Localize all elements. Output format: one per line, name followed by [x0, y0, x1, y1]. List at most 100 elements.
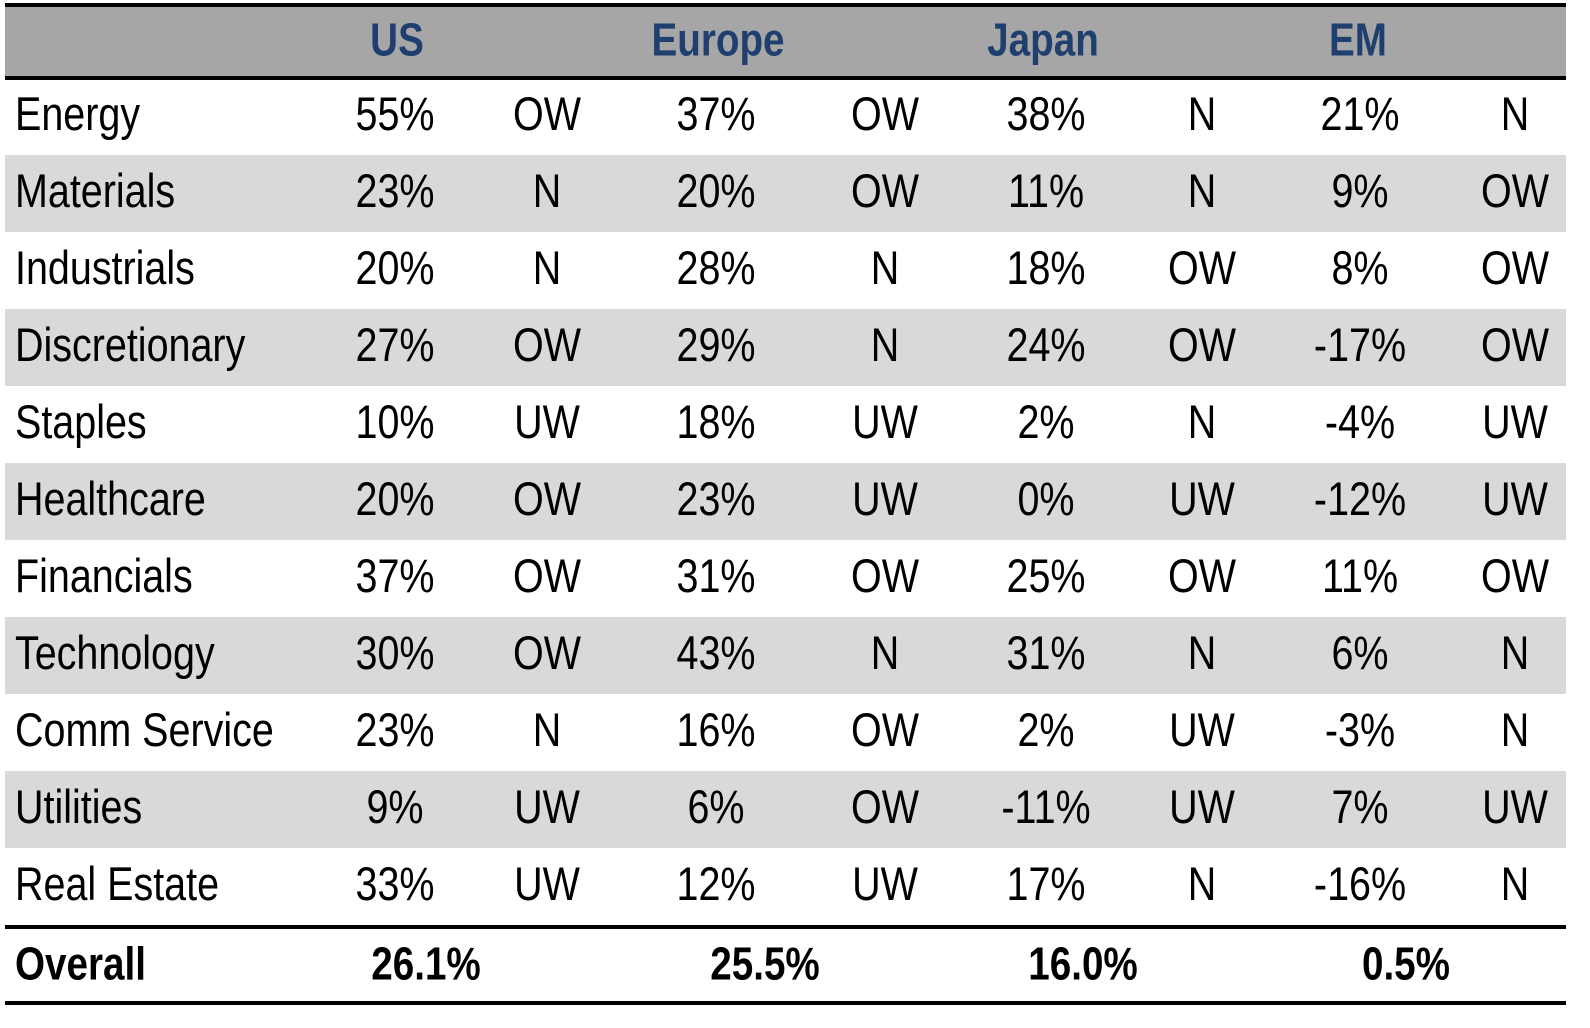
- percent: -4%: [1325, 397, 1395, 449]
- rating: N: [871, 628, 900, 680]
- percent: 37%: [676, 89, 755, 141]
- rating-cell: OW: [513, 89, 581, 141]
- percent: 23%: [355, 166, 434, 218]
- rating-cell: N: [1501, 89, 1530, 141]
- percent: 18%: [1006, 243, 1085, 295]
- rating: OW: [851, 89, 919, 141]
- percent-cell: 33%: [355, 859, 434, 911]
- percent: 29%: [676, 320, 755, 372]
- rating-cell: N: [1188, 89, 1217, 141]
- percent: 28%: [676, 243, 755, 295]
- rating: N: [871, 320, 900, 372]
- percent: 2%: [1017, 705, 1074, 757]
- sector-label-cell: Financials: [15, 551, 193, 603]
- percent: 6%: [687, 782, 744, 834]
- rating: OW: [1481, 320, 1549, 372]
- sector-label: Energy: [15, 89, 140, 141]
- percent-cell: 11%: [1322, 551, 1398, 603]
- header-label: US: [370, 14, 424, 65]
- percent-cell: 18%: [676, 397, 755, 449]
- percent: 17%: [1006, 859, 1085, 911]
- sector-label-cell: Energy: [15, 89, 140, 141]
- rating-cell: N: [871, 243, 900, 295]
- overall-value: 0.5%: [1362, 938, 1450, 989]
- rating-cell: OW: [1168, 320, 1236, 372]
- sector-clip: Staples: [15, 397, 147, 449]
- percent-cell: 0%: [1017, 474, 1074, 526]
- percent: 8%: [1331, 243, 1388, 295]
- rating: OW: [1168, 320, 1236, 372]
- rating: OW: [513, 474, 581, 526]
- sector-label-cell: Utilities: [15, 782, 142, 834]
- sector-clip: Utilities: [15, 782, 142, 834]
- rating: UW: [852, 859, 918, 911]
- rating: OW: [1168, 551, 1236, 603]
- percent-cell: 7%: [1331, 782, 1388, 834]
- rating-cell: UW: [514, 782, 580, 834]
- header-label-cell: Japan: [987, 14, 1099, 65]
- percent-cell: 28%: [676, 243, 755, 295]
- percent-cell: 2%: [1017, 705, 1074, 757]
- sector-clip: Materials: [15, 166, 175, 218]
- percent: -12%: [1314, 474, 1406, 526]
- percent-cell: -16%: [1314, 859, 1406, 911]
- rating: UW: [852, 474, 918, 526]
- rating-cell: UW: [514, 397, 580, 449]
- percent: 0%: [1017, 474, 1074, 526]
- header-label-cell: EM: [1329, 14, 1387, 65]
- rating-cell: OW: [513, 320, 581, 372]
- rating-cell: UW: [852, 474, 918, 526]
- percent: 16%: [676, 705, 755, 757]
- percent-cell: -3%: [1325, 705, 1395, 757]
- rating-cell: N: [533, 243, 562, 295]
- rating-cell: UW: [852, 859, 918, 911]
- overall-value: 26.1%: [371, 938, 481, 989]
- rating-cell: UW: [1169, 474, 1235, 526]
- percent-cell: 18%: [1006, 243, 1085, 295]
- sector-label-cell: Industrials: [15, 243, 195, 295]
- percent-cell: 31%: [1006, 628, 1085, 680]
- percent-cell: 37%: [355, 551, 434, 603]
- rating: N: [1501, 628, 1530, 680]
- rating-cell: N: [1188, 628, 1217, 680]
- header-label: EM: [1329, 14, 1387, 65]
- rating: N: [1188, 397, 1217, 449]
- rating: UW: [1169, 474, 1235, 526]
- percent-cell: -4%: [1325, 397, 1395, 449]
- overall-value-cell: 26.1%: [371, 938, 481, 989]
- percent: 20%: [355, 243, 434, 295]
- sector-label-cell: Discretionary: [15, 320, 246, 372]
- rating-cell: N: [1501, 859, 1530, 911]
- percent-cell: 37%: [676, 89, 755, 141]
- rating: OW: [851, 551, 919, 603]
- percent-cell: 2%: [1017, 397, 1074, 449]
- header-label: Japan: [987, 14, 1099, 65]
- rating: UW: [1169, 705, 1235, 757]
- rating-cell: OW: [1481, 243, 1549, 295]
- overall-label-cell: Overall: [15, 938, 146, 989]
- percent-cell: 23%: [676, 474, 755, 526]
- rating: OW: [1481, 166, 1549, 218]
- sector-label: Comm Service: [15, 705, 274, 757]
- percent-cell: 11%: [1008, 166, 1084, 218]
- rating-cell: OW: [1481, 320, 1549, 372]
- sector-label-cell: Staples: [15, 397, 147, 449]
- sector-clip: Comm Service: [15, 705, 274, 757]
- percent: 37%: [355, 551, 434, 603]
- percent-cell: 43%: [676, 628, 755, 680]
- percent: 25%: [1006, 551, 1085, 603]
- rating: UW: [1169, 782, 1235, 834]
- rating-cell: N: [871, 320, 900, 372]
- rating: UW: [514, 397, 580, 449]
- rating: OW: [851, 782, 919, 834]
- percent-cell: 29%: [676, 320, 755, 372]
- rating-cell: UW: [1482, 397, 1548, 449]
- rating: OW: [513, 551, 581, 603]
- rating: N: [1188, 166, 1217, 218]
- rating: UW: [1482, 474, 1548, 526]
- rating: N: [533, 166, 562, 218]
- sector-label-cell: Materials: [15, 166, 175, 218]
- rating: OW: [513, 320, 581, 372]
- percent-cell: 6%: [1331, 628, 1388, 680]
- rating-cell: OW: [851, 89, 919, 141]
